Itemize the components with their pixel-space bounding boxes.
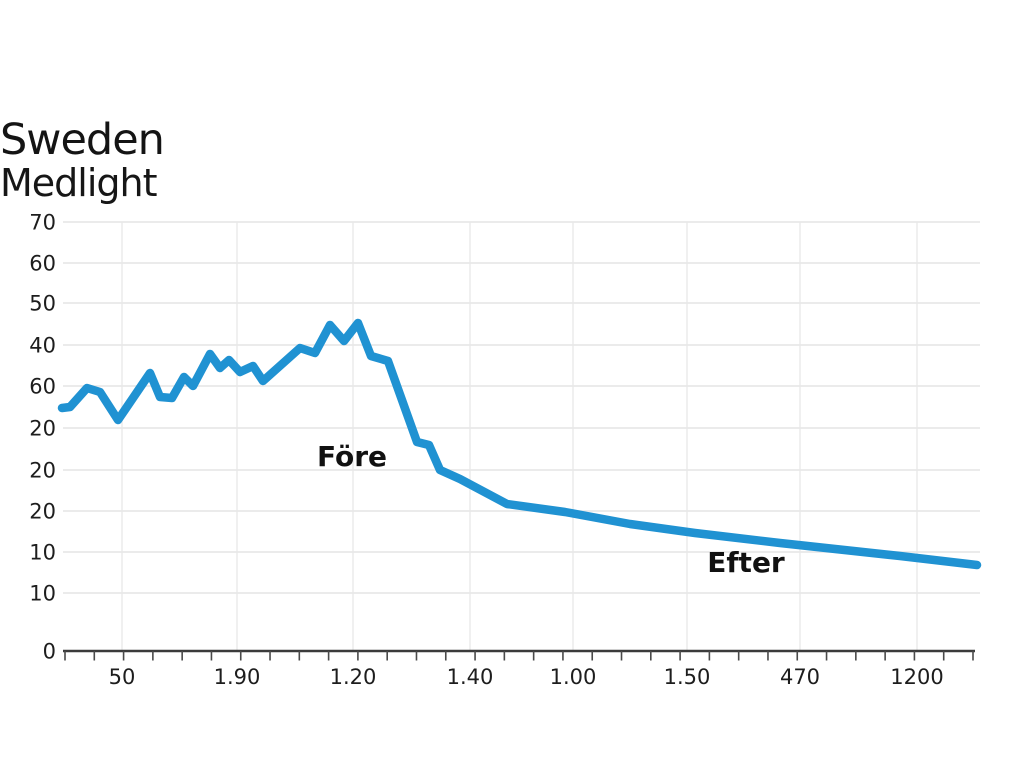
x-tick-label: 1.20 [330,665,377,689]
chart-subtitle: Medlight [0,161,158,205]
x-tick-label: 470 [780,665,820,689]
annotation-after: Efter [707,546,785,579]
y-tick-label: 10 [29,541,56,565]
y-tick-label: 0 [43,640,56,664]
y-tick-label: 60 [29,252,56,276]
y-tick-label: 10 [29,582,56,606]
y-tick-label: 20 [29,417,56,441]
y-tick-label: 50 [29,292,56,316]
x-tick-label: 1.50 [664,665,711,689]
x-tick-label: 1.00 [550,665,597,689]
y-tick-label: 20 [29,459,56,483]
chart-title: Sweden [0,115,165,165]
y-tick-label: 70 [29,211,56,235]
x-tick-label: 50 [109,665,136,689]
x-tick-label: 1200 [890,665,943,689]
x-tick-label: 1.40 [447,665,494,689]
data-line-medlight [57,318,982,570]
x-tick-label: 1.90 [214,665,261,689]
annotation-before: Före [317,440,387,473]
y-tick-label: 60 [29,375,56,399]
y-tick-label: 40 [29,334,56,358]
y-tick-label: 20 [29,500,56,524]
